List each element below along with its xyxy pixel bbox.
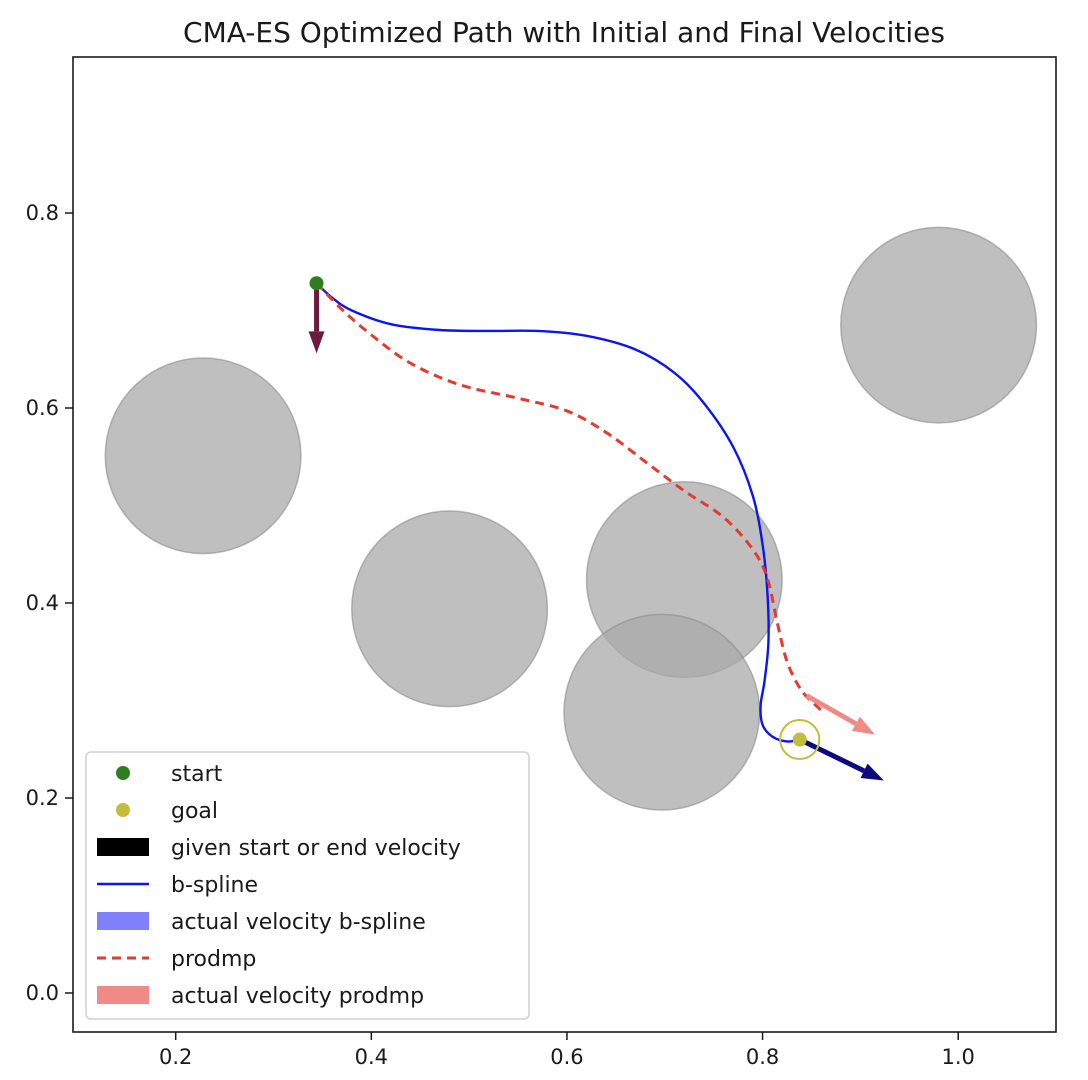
velocity-arrow-shaft [798,737,866,774]
legend-entry-b-spline: b-spline [97,873,258,898]
legend-entry-actual-velocity-b-spline: actual velocity b-spline [97,910,426,935]
chart-title: CMA-ES Optimized Path with Initial and F… [183,16,945,49]
x-tick-label: 0.6 [550,1045,583,1069]
x-tick-label: 0.2 [159,1045,192,1069]
paths [315,282,823,743]
legend-entry-start: start [116,762,223,787]
y-tick-label: 0.6 [26,396,59,420]
legend-label: goal [171,799,218,824]
endpoints [309,276,821,761]
legend-label: actual velocity b-spline [171,910,426,935]
velocity-arrow-head [860,763,884,781]
x-tick-label: 0.8 [746,1045,779,1069]
y-tick-label: 0.0 [26,981,59,1005]
legend-entry-given-start-or-end-velocity: given start or end velocity [97,836,461,861]
legend-label: b-spline [171,873,258,898]
start-point [309,276,324,291]
y-tick-label: 0.2 [26,786,59,810]
legend-box [85,751,530,1020]
x-tick-label: 0.4 [355,1045,388,1069]
legend-label: prodmp [171,947,256,972]
legend-label: given start or end velocity [171,836,461,861]
legend-entry-prodmp: prodmp [97,947,256,972]
legend-entry-actual-velocity-prodmp: actual velocity prodmp [97,984,424,1009]
legend-patch [97,912,149,930]
velocity-arrow-2 [798,737,884,781]
obstacle-5 [840,226,1038,424]
goal-point [792,732,807,747]
series-b-spline [315,282,800,743]
velocity-arrow-head [851,716,876,735]
legend-patch [97,986,149,1004]
plot-area [104,226,1038,811]
velocity-arrow-head [308,331,325,354]
goal-tolerance-ring [779,718,821,761]
y-tick-label: 0.8 [26,201,59,225]
legend-marker [116,766,130,780]
obstacle-2 [351,510,549,708]
legend-entry-goal: goal [116,799,218,824]
x-tick-label: 1.0 [941,1045,974,1069]
series-prodmp [315,282,823,712]
axes-frame [72,56,1057,1033]
velocity-arrow-1 [308,283,325,354]
velocity-arrow-shaft [805,693,858,726]
obstacle-4 [563,613,761,811]
obstacle-1 [104,357,302,555]
legend: start goal given start or end velocity b-sp… [85,751,530,1020]
obstacles [104,226,1038,811]
x-axis: 0.2 0.4 0.6 0.8 1.0 [159,1032,975,1069]
legend-label: actual velocity prodmp [171,984,424,1009]
velocity-arrow-3 [805,693,876,735]
velocity-arrows [308,283,884,781]
legend-patch [97,838,149,856]
y-axis: 0.0 0.2 0.4 0.6 0.8 [26,201,73,1005]
y-tick-label: 0.4 [26,591,59,615]
legend-marker [116,803,130,817]
legend-label: start [171,762,223,787]
